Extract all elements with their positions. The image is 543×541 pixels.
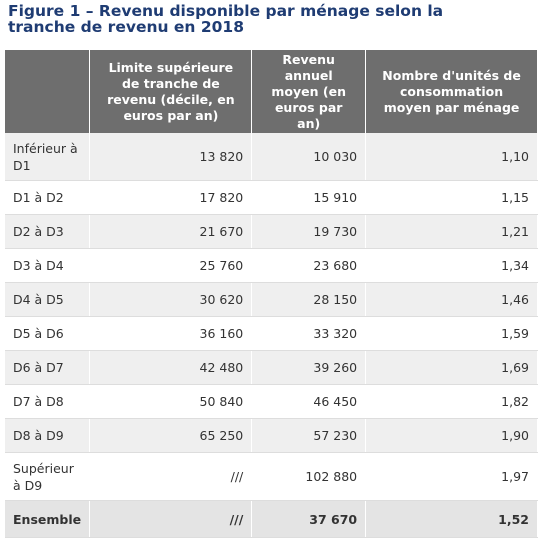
value-cell: 1,52 — [365, 500, 538, 538]
row-label: D6 à D7 — [5, 350, 91, 385]
income-table: Limite supérieure de tranche de revenu (… — [5, 50, 538, 538]
value-cell: 19 730 — [251, 214, 367, 249]
value-cell: 15 910 — [251, 180, 367, 215]
value-cell: 1,59 — [365, 316, 538, 351]
value-cell: 33 320 — [251, 316, 367, 351]
value-cell: 1,82 — [365, 384, 538, 419]
header-cell: Limite supérieure de tranche de revenu (… — [89, 50, 253, 133]
value-cell: 1,15 — [365, 180, 538, 215]
header-cell: Revenu annuel moyen (en euros par an) — [251, 50, 367, 133]
value-cell: 65 250 — [89, 418, 253, 453]
row-label: D3 à D4 — [5, 248, 91, 283]
value-cell: 25 760 — [89, 248, 253, 283]
value-cell: 21 670 — [89, 214, 253, 249]
value-cell: 42 480 — [89, 350, 253, 385]
value-cell: 46 450 — [251, 384, 367, 419]
table-row: Ensemble///37 670 1,52 — [5, 500, 538, 538]
table-row: D8 à D9 65 250 57 230 1,90 — [5, 418, 538, 453]
value-cell: 36 160 — [89, 316, 253, 351]
header-cell: Nombre d'unités de consommation moyen pa… — [365, 50, 538, 133]
value-cell: 37 670 — [251, 500, 367, 538]
table-row: D6 à D7 42 480 39 260 1,69 — [5, 350, 538, 385]
row-label: D5 à D6 — [5, 316, 91, 351]
value-cell: 30 620 — [89, 282, 253, 317]
value-cell: 1,21 — [365, 214, 538, 249]
table-row: Inférieur à D1 13 820 10 030 1,10 — [5, 133, 538, 181]
value-cell: 1,10 — [365, 133, 538, 181]
value-cell: 1,46 — [365, 282, 538, 317]
row-label: D2 à D3 — [5, 214, 91, 249]
row-label: D8 à D9 — [5, 418, 91, 453]
row-label: D7 à D8 — [5, 384, 91, 419]
table-row: D3 à D4 25 760 23 680 1,34 — [5, 248, 538, 283]
value-cell: 39 260 — [251, 350, 367, 385]
value-cell: 50 840 — [89, 384, 253, 419]
header-row: Limite supérieure de tranche de revenu (… — [5, 50, 538, 133]
value-cell: 13 820 — [89, 133, 253, 181]
table-row: D2 à D3 21 670 19 730 1,21 — [5, 214, 538, 249]
table-row: D7 à D8 50 840 46 450 1,82 — [5, 384, 538, 419]
header-cell — [5, 50, 91, 133]
value-cell: /// — [89, 500, 253, 538]
row-label: Inférieur à D1 — [5, 133, 91, 181]
table-row: D5 à D6 36 160 33 320 1,59 — [5, 316, 538, 351]
value-cell: 57 230 — [251, 418, 367, 453]
value-cell: 1,69 — [365, 350, 538, 385]
value-cell: 17 820 — [89, 180, 253, 215]
row-label: Supérieur à D9 — [5, 452, 91, 501]
row-label: D1 à D2 — [5, 180, 91, 215]
figure-title: Figure 1 – Revenu disponible par ménage … — [8, 2, 444, 36]
value-cell: 1,97 — [365, 452, 538, 501]
value-cell: 28 150 — [251, 282, 367, 317]
value-cell: 1,90 — [365, 418, 538, 453]
value-cell: /// — [89, 452, 253, 501]
table-row: D1 à D2 17 820 15 910 1,15 — [5, 180, 538, 215]
table-row: D4 à D5 30 620 28 150 1,46 — [5, 282, 538, 317]
value-cell: 10 030 — [251, 133, 367, 181]
value-cell: 23 680 — [251, 248, 367, 283]
value-cell: 1,34 — [365, 248, 538, 283]
row-label: D4 à D5 — [5, 282, 91, 317]
value-cell: 102 880 — [251, 452, 367, 501]
row-label: Ensemble — [5, 500, 91, 538]
table-body: Inférieur à D1 13 820 10 030 1,10 D1 à D2 17 … — [5, 133, 538, 538]
table-row: Supérieur à D9///102 880 1,97 — [5, 452, 538, 501]
